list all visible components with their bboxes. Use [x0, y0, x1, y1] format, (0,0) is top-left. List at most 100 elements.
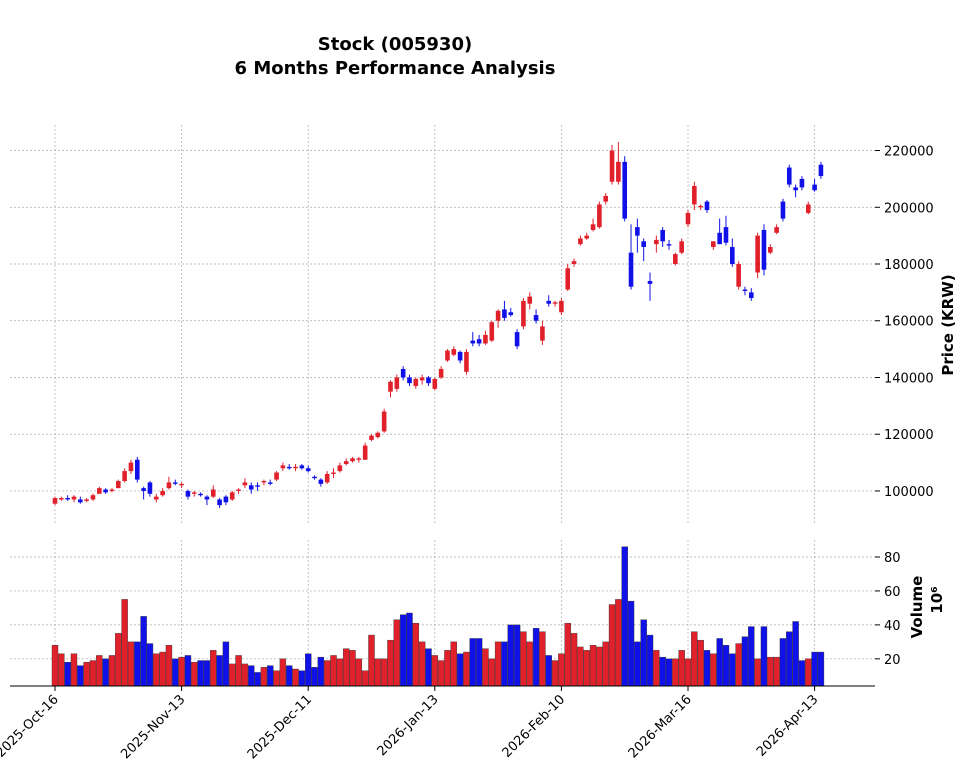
volume-bar	[178, 656, 185, 687]
y-axis-label: Price (KRW)	[939, 274, 957, 375]
candle-body	[236, 489, 241, 491]
volume-bar	[615, 599, 622, 687]
candle-body	[293, 466, 298, 469]
candle-body	[628, 252, 634, 287]
volume-bar	[767, 656, 774, 687]
volume-bar	[520, 631, 527, 687]
volume-bar	[583, 650, 590, 687]
candle-body	[185, 490, 191, 497]
candle-body	[122, 471, 127, 482]
candle-body	[749, 292, 754, 299]
candle-body	[229, 492, 235, 500]
candle-body	[666, 244, 672, 246]
volume-bar	[722, 645, 730, 687]
chart-title: Stock (005930)	[318, 34, 472, 55]
x-tick-label: 2026-Apr-13	[754, 692, 821, 759]
volume-bar	[811, 651, 818, 687]
x-tick-label: 2026-Mar-16	[626, 692, 695, 761]
volume-bar	[558, 653, 565, 687]
volume-bar	[51, 645, 59, 687]
volume-bar	[786, 631, 793, 687]
volume-bar	[602, 641, 609, 687]
volume-bar	[703, 650, 711, 687]
candle-body	[812, 184, 817, 191]
candle-body	[312, 476, 317, 479]
volume-bar	[298, 670, 306, 687]
volume-bar	[134, 641, 141, 687]
candle-body	[451, 349, 457, 355]
volume-bar	[412, 622, 420, 687]
candle-body	[141, 488, 146, 491]
candle-body	[286, 466, 292, 469]
candle-body	[191, 492, 197, 494]
volume-bar	[64, 662, 71, 687]
candle-body	[679, 241, 684, 253]
x-tick-label: 2025-Nov-13	[118, 692, 188, 762]
volume-bar	[653, 650, 660, 687]
volume-bar	[418, 641, 426, 687]
volume-bar	[760, 626, 768, 687]
volume-bar	[159, 651, 166, 687]
y-tick-label: 140000	[884, 371, 934, 386]
candle-body	[489, 322, 495, 341]
candle-body	[299, 465, 305, 469]
volume-bar	[374, 658, 382, 687]
volume-bar	[229, 663, 236, 687]
y-tick-label: 20	[884, 653, 901, 668]
volume-bar	[191, 662, 198, 687]
candle-body	[711, 241, 716, 247]
volume-bar	[526, 641, 533, 687]
y-tick-label: 40	[884, 619, 901, 634]
candle-body	[84, 499, 89, 501]
volume-bar	[70, 653, 78, 687]
candle-body	[134, 459, 140, 480]
volume-bar	[368, 634, 375, 687]
volume-bar	[203, 660, 211, 687]
volume-bar	[463, 651, 470, 687]
y-tick-label: 80	[884, 551, 901, 566]
candle-body	[736, 264, 741, 287]
candle-body	[362, 445, 368, 460]
candle-body	[717, 232, 722, 245]
candle-body	[647, 281, 653, 284]
volume-bar	[564, 622, 571, 687]
candle-body	[476, 339, 482, 344]
volume-bar	[248, 665, 255, 687]
volume-bar	[393, 619, 401, 687]
candle-body	[388, 381, 393, 392]
candle-body	[654, 239, 659, 245]
volume-bar	[361, 670, 369, 687]
volume-bar	[323, 660, 331, 687]
volume-offset: 10⁶	[928, 586, 946, 613]
candle-body	[502, 309, 507, 318]
candle-body	[730, 246, 735, 265]
candle-body	[559, 300, 564, 313]
candle-body	[318, 479, 324, 484]
volume-bar	[621, 546, 628, 687]
volume-bar	[570, 633, 578, 687]
candle-body	[172, 482, 178, 484]
candle-body	[692, 185, 697, 205]
volume-bar	[513, 624, 521, 687]
candle-body	[660, 229, 665, 242]
candle-body	[698, 205, 703, 208]
candle-body	[350, 458, 355, 462]
volume-bar	[184, 655, 192, 687]
volume-bar	[355, 658, 363, 687]
y-tick-label: 220000	[884, 145, 934, 160]
volume-bar	[146, 643, 154, 687]
volume-bar	[482, 648, 489, 687]
candle-body	[622, 161, 627, 219]
volume-bar	[735, 643, 742, 687]
candle-body	[116, 481, 121, 489]
candle-body	[407, 377, 412, 384]
candle-body	[153, 496, 159, 500]
volume-bar	[292, 668, 299, 687]
candle-body	[337, 465, 343, 472]
volume-bar	[678, 650, 685, 687]
volume-bar	[697, 639, 704, 687]
candle-body	[552, 302, 558, 304]
volume-bar	[210, 650, 217, 687]
volume-bar	[551, 660, 559, 687]
